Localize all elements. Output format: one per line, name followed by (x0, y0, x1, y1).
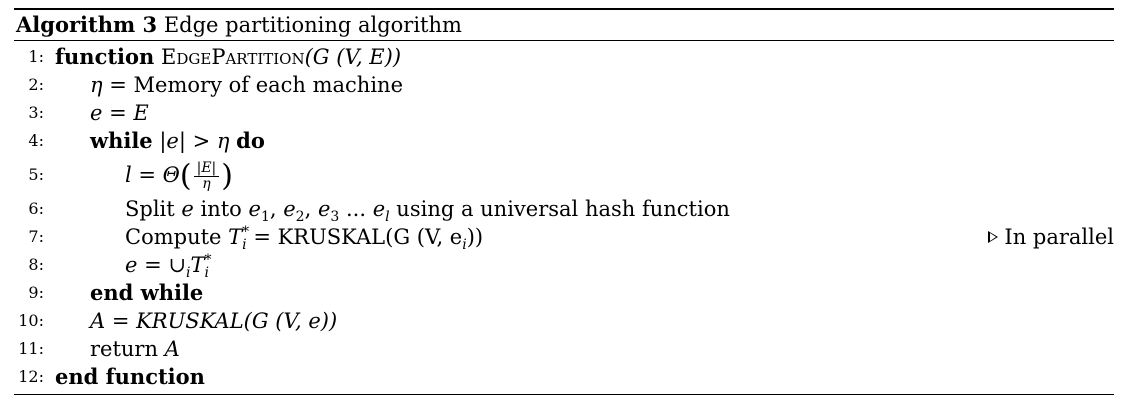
line-number: 7: (28, 227, 44, 246)
line-number: 10: (18, 311, 44, 330)
keyword-while: while (90, 128, 153, 153)
algorithm-line: 7: Compute T*i = KRUSKAL(G (V, ei)) In p… (14, 223, 1114, 254)
comment-triangle-icon (988, 230, 999, 243)
algorithm-line: 5: l = Θ(|E| η) (14, 155, 1114, 195)
bottom-rule (14, 394, 1114, 395)
line-number: 5: (28, 165, 44, 184)
algorithm-line: 3: e = E (14, 99, 1114, 127)
line-number: 11: (18, 339, 44, 358)
keyword-do: do (236, 128, 265, 153)
algorithm-line: 11: return A (14, 335, 1114, 363)
algorithm-line: 2: η = Memory of each machine (14, 71, 1114, 99)
line-number: 6: (28, 199, 44, 218)
line-number: 3: (28, 103, 44, 122)
line-content: end while (90, 280, 204, 305)
line-number: 2: (28, 75, 44, 94)
line-number: 1: (28, 47, 44, 66)
algorithm-lines: 1: function EDGEPARTITION(G (V, E)) 2: η… (14, 41, 1114, 394)
line-content: Split e into e1, e2, e3 ... el using a u… (125, 197, 730, 226)
line-content: end function (55, 364, 205, 389)
line-content: e = ∪iT*i (125, 252, 212, 282)
line-content: A = KRUSKAL(G (V, e)) (90, 309, 338, 333)
function-args: (G (V, E)) (304, 45, 402, 69)
algorithm-caption: Algorithm 3 Edge partitioning algorithm (14, 10, 1114, 40)
keyword-function: function (55, 44, 155, 69)
algorithm-line: 9: end while (14, 279, 1114, 307)
caption-label: Algorithm 3 (16, 12, 158, 37)
line-comment: In parallel (988, 223, 1114, 251)
fraction: |E| η (193, 161, 220, 192)
line-content: η = Memory of each machine (90, 73, 403, 97)
algorithm-line: 6: Split e into e1, e2, e3 ... el using … (14, 195, 1114, 226)
function-name: EDGEPARTITION (161, 45, 305, 69)
algorithm-line: 1: function EDGEPARTITION(G (V, E)) (14, 43, 1114, 71)
top-rule (14, 8, 1114, 10)
caption-title: Edge partitioning algorithm (163, 13, 462, 37)
algorithm-line: 4: while |e| > η do (14, 127, 1114, 155)
line-number: 9: (28, 283, 44, 302)
line-content: l = Θ(|E| η) (125, 158, 233, 194)
line-content: while |e| > η do (90, 128, 265, 153)
algorithm-line: 12: end function (14, 363, 1114, 391)
line-content: function EDGEPARTITION(G (V, E)) (55, 43, 401, 73)
algorithm-block: Algorithm 3 Edge partitioning algorithm … (14, 8, 1114, 395)
line-number: 12: (18, 367, 44, 386)
line-content: e = E (90, 101, 149, 125)
line-content: return A (90, 337, 180, 361)
algorithm-line: 10: A = KRUSKAL(G (V, e)) (14, 307, 1114, 335)
caption-rule (14, 40, 1114, 41)
line-number: 4: (28, 131, 44, 150)
line-number: 8: (28, 255, 44, 274)
line-content: Compute T*i = KRUSKAL(G (V, ei)) (125, 224, 484, 254)
algorithm-line: 8: e = ∪iT*i (14, 251, 1114, 282)
